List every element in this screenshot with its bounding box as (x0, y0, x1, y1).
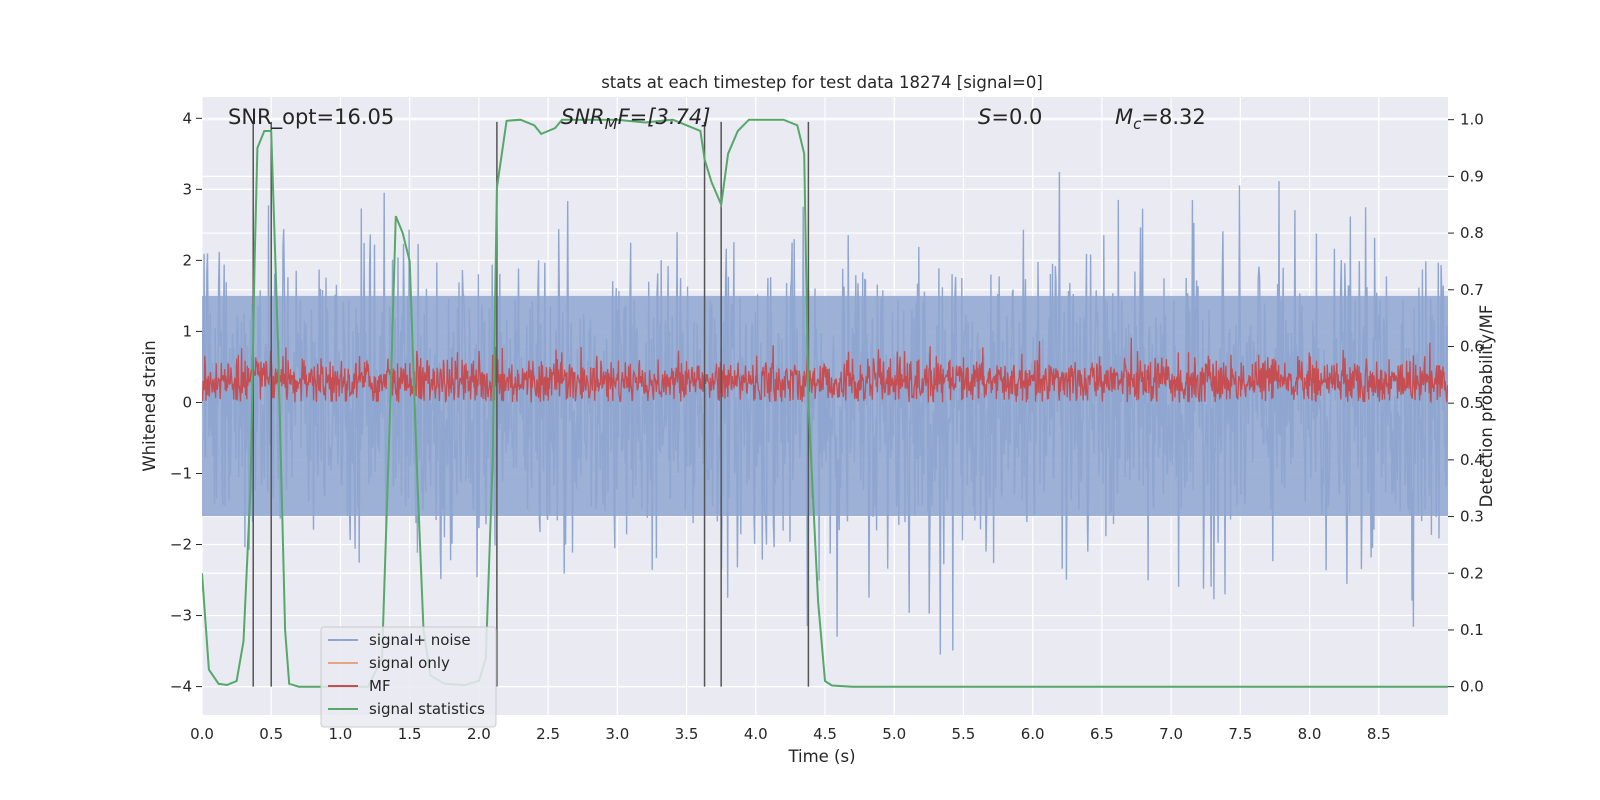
x-tick-label: 1.5 (398, 725, 422, 743)
y-tick-label: −1 (170, 464, 192, 482)
x-tick-label: 0.0 (190, 725, 214, 743)
y-tick-label: 3 (182, 180, 192, 198)
mf-line (202, 337, 1448, 404)
y-tick-label: −4 (170, 678, 192, 696)
mc-main: M (1115, 105, 1133, 129)
x-tick-label: 4.0 (744, 725, 768, 743)
x-tick-label: 1.0 (329, 725, 353, 743)
legend-label-mf: MF (369, 677, 391, 695)
y2-tick-label: 0.0 (1460, 678, 1484, 696)
x-axis-ticks: 0.0 0.5 1.0 1.5 2.0 2.5 3.0 3.5 4.0 4.5 5.0 5.5 6.0 6… (190, 725, 1391, 743)
signal-statistics-series (202, 118, 1448, 688)
signal-noise-series (202, 171, 1448, 655)
y-tick-label: 4 (182, 109, 192, 127)
noise-line (202, 171, 1448, 655)
x-tick-label: 2.5 (536, 725, 560, 743)
x-axis-label: Time (s) (787, 747, 855, 766)
y-axis-label: Whitened strain (140, 340, 159, 471)
mc-rest: =8.32 (1141, 105, 1205, 129)
x-tick-label: 7.5 (1228, 725, 1252, 743)
snr-opt-annotation: SNR_opt=16.05 (228, 105, 394, 130)
snr-mf-main: SNR (561, 105, 605, 129)
y2-tick-label: 0.6 (1460, 337, 1484, 355)
x-tick-label: 4.5 (813, 725, 837, 743)
mc-sub: c (1133, 115, 1142, 133)
legend: signal+ noise signal only MF signal stat… (320, 626, 497, 728)
s-main: S (978, 105, 991, 129)
snr-mf-annotation: SNRMF=[3.74] (561, 105, 710, 133)
y-tick-label: 1 (182, 322, 192, 340)
x-tick-label: 3.5 (675, 725, 699, 743)
x-tick-label: 5.5 (952, 725, 976, 743)
legend-label-noise: signal+ noise (369, 631, 471, 649)
x-tick-label: 0.5 (259, 725, 283, 743)
x-tick-label: 2.0 (467, 725, 491, 743)
mc-annotation: Mc=8.32 (1115, 105, 1206, 133)
snr-mf-sub: M (605, 115, 618, 133)
snr-mf-rest: F=[3.74] (618, 105, 711, 129)
x-tick-label: 7.0 (1159, 725, 1183, 743)
mf-series (202, 337, 1448, 404)
y-tick-label: −3 (170, 607, 192, 625)
y-axis-ticks: 4 3 2 1 0 −1 −2 −3 −4 (170, 109, 202, 696)
y2-tick-label: 0.4 (1460, 451, 1484, 469)
y2-tick-label: 0.2 (1460, 564, 1484, 582)
y2-tick-label: 0.3 (1460, 508, 1484, 526)
y2-tick-label: 0.1 (1460, 621, 1484, 639)
x-tick-label: 3.0 (605, 725, 629, 743)
x-tick-label: 5.0 (882, 725, 906, 743)
legend-label-signal-only: signal only (369, 654, 450, 672)
chart-title: stats at each timestep for test data 182… (601, 73, 1043, 92)
x-tick-label: 6.0 (1021, 725, 1045, 743)
s-rest: =0.0 (991, 105, 1042, 129)
y2-tick-label: 1.0 (1460, 111, 1484, 129)
x-tick-label: 8.0 (1298, 725, 1322, 743)
y-tick-label: −2 (170, 536, 192, 554)
y2-tick-label: 0.8 (1460, 224, 1484, 242)
legend-box (320, 626, 497, 728)
y2-tick-label: 0.5 (1460, 394, 1484, 412)
s-annotation: S=0.0 (978, 105, 1042, 129)
x-tick-label: 8.5 (1367, 725, 1391, 743)
legend-label-signal-statistics: signal statistics (369, 700, 485, 718)
y2-tick-label: 0.9 (1460, 167, 1484, 185)
y-tick-label: 2 (182, 251, 192, 269)
y2-axis-ticks: 1.0 0.9 0.8 0.7 0.6 0.5 0.4 0.3 0.2 0.1 0.0 (1448, 111, 1484, 696)
x-tick-label: 6.5 (1090, 725, 1114, 743)
y-tick-label: 0 (182, 393, 192, 411)
y2-axis-label: Detection probability/MF (1477, 305, 1496, 508)
y2-tick-label: 0.7 (1460, 281, 1484, 299)
signal-statistics-line (202, 118, 1448, 688)
